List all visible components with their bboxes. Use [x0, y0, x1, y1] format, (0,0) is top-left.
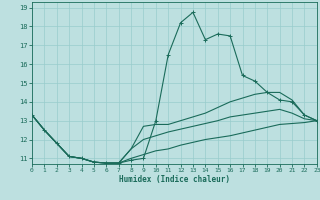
- X-axis label: Humidex (Indice chaleur): Humidex (Indice chaleur): [119, 175, 230, 184]
